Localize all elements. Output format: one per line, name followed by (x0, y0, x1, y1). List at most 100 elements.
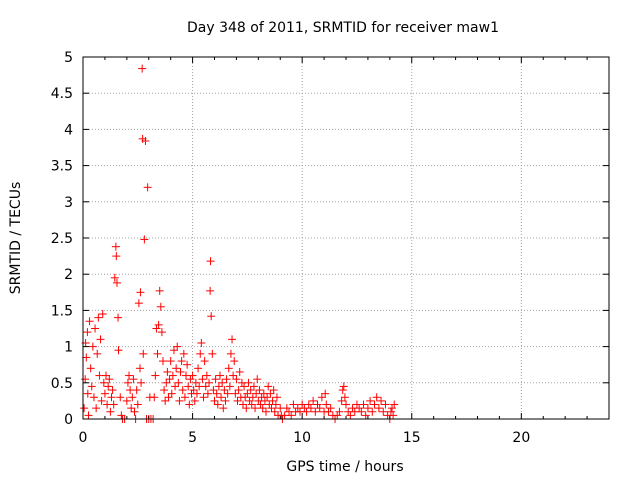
data-point (381, 400, 390, 409)
data-point (390, 400, 399, 409)
data-point (206, 286, 215, 295)
data-point (192, 389, 201, 398)
data-point (355, 404, 364, 413)
y-tick-label: 0.5 (51, 376, 73, 392)
data-point (219, 404, 228, 413)
data-point (116, 393, 125, 402)
data-point (123, 378, 132, 387)
data-point (235, 367, 244, 376)
data-point (267, 404, 276, 413)
data-point (289, 400, 298, 409)
data-point (132, 386, 141, 395)
data-point (82, 353, 91, 362)
data-point (255, 386, 264, 395)
data-point (138, 64, 147, 73)
x-tick-label: 15 (403, 430, 421, 446)
x-tick-label: 20 (512, 430, 530, 446)
data-point (198, 375, 207, 384)
data-point (130, 407, 139, 416)
x-axis-label: GPS time / hours (286, 459, 403, 475)
data-point (100, 389, 109, 398)
data-point (217, 393, 226, 402)
data-point (168, 371, 177, 380)
data-point (85, 317, 94, 326)
data-point (176, 367, 185, 376)
data-point (200, 357, 209, 366)
data-point (174, 378, 183, 387)
data-point (210, 396, 219, 405)
data-point (175, 396, 184, 405)
data-point (154, 320, 163, 329)
data-point (248, 393, 257, 402)
data-point (238, 400, 247, 409)
data-point (108, 386, 117, 395)
data-point (133, 400, 142, 409)
data-point (222, 375, 231, 384)
data-point (263, 393, 272, 402)
data-point (162, 378, 171, 387)
data-point (185, 400, 194, 409)
data-point (151, 371, 160, 380)
data-point (220, 386, 229, 395)
data-point (99, 378, 108, 387)
data-point (212, 389, 221, 398)
data-point (246, 386, 255, 395)
y-tick-label: 3.5 (51, 159, 73, 175)
data-point (287, 411, 296, 420)
data-point (258, 404, 267, 413)
data-point (339, 382, 348, 391)
data-point (206, 257, 215, 266)
x-tick-labels: 0 5 10 15 20 (79, 430, 531, 446)
data-point (240, 382, 249, 391)
data-point (129, 375, 138, 384)
y-tick-label: 2 (64, 267, 73, 283)
data-point (270, 407, 279, 416)
y-tick-label: 3 (64, 195, 73, 211)
data-point (111, 242, 120, 251)
data-point (89, 393, 98, 402)
data-point (249, 382, 258, 391)
data-point (366, 396, 375, 405)
data-point (171, 382, 180, 391)
data-point (368, 407, 377, 416)
data-point (161, 396, 170, 405)
data-point (232, 375, 241, 384)
data-point (251, 404, 260, 413)
data-point (244, 378, 253, 387)
data-point (335, 407, 344, 416)
data-point (158, 357, 167, 366)
data-point (324, 407, 333, 416)
y-tick-label: 1 (64, 340, 73, 356)
data-point (228, 335, 237, 344)
data-point (389, 411, 398, 420)
data-point (117, 411, 126, 420)
data-point (306, 404, 315, 413)
data-point (207, 312, 216, 321)
y-tick-label: 2.5 (51, 231, 73, 247)
data-point (172, 364, 181, 373)
data-point (127, 404, 136, 413)
y-axis-label: SRMTID / TECUs (8, 182, 24, 295)
data-point (218, 378, 227, 387)
data-point (102, 371, 111, 380)
data-point (140, 235, 149, 244)
data-point (143, 183, 152, 192)
data-point (340, 393, 349, 402)
data-point (205, 378, 214, 387)
y-tick-label: 4 (64, 122, 73, 138)
data-point (191, 378, 200, 387)
data-point (315, 404, 324, 413)
data-point (268, 396, 277, 405)
data-point (114, 313, 123, 322)
data-point (243, 389, 252, 398)
data-point (241, 393, 250, 402)
data-point (194, 364, 203, 373)
data-point (317, 393, 326, 402)
data-point (179, 349, 188, 358)
data-point (322, 400, 331, 409)
data-point (86, 364, 95, 373)
data-point (231, 389, 240, 398)
data-point (262, 407, 271, 416)
data-point (253, 375, 262, 384)
data-point (224, 364, 233, 373)
